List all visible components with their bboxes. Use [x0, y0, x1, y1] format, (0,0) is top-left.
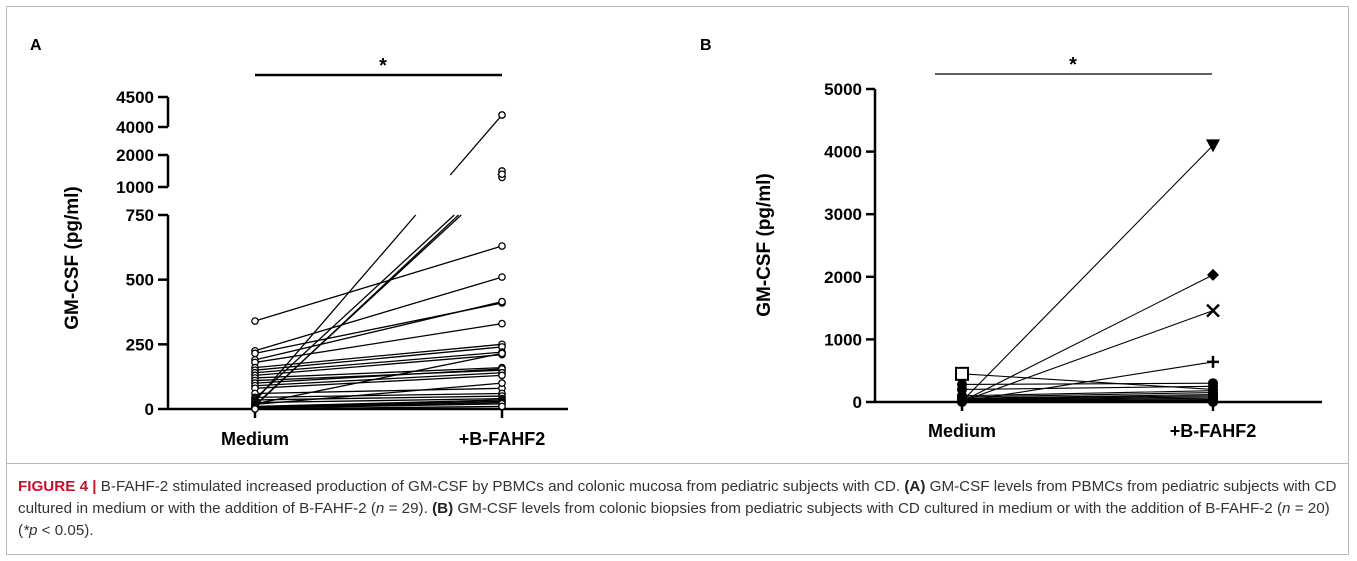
- panel-b-point-fahf2: [1206, 303, 1220, 318]
- panel-a-xtick-medium: Medium: [221, 429, 289, 449]
- panel-a-point-fahf2: [498, 111, 506, 119]
- panel-b-significance-star: *: [1069, 54, 1077, 76]
- panel-a-pair-line: [254, 276, 503, 352]
- caption-line3: GM-CSF levels from colonic biopsies from…: [457, 500, 1283, 517]
- panel-a-pair-line: [254, 214, 455, 400]
- panel-b-ytick-label: 0: [853, 393, 862, 412]
- panel-b-pair-line: [961, 382, 1214, 386]
- panel-a-ylabel: GM-CSF (pg/ml): [62, 186, 83, 330]
- panel-b-pair-line: [961, 274, 1214, 402]
- caption-n-a-symbol: n: [375, 500, 385, 517]
- panel-a-pair-line: [254, 387, 503, 395]
- panel-a-point-medium: [251, 405, 259, 413]
- panel-a-point-medium: [251, 349, 259, 358]
- panel-a-ytick-label: 0: [145, 400, 154, 419]
- caption-p-symbol: *p: [23, 522, 38, 539]
- panel-a-point-fahf2: [498, 297, 506, 306]
- panel-a-pair-line: [254, 214, 417, 402]
- panel-a-point-fahf2: [498, 170, 506, 179]
- panel-a-ytick-label: 750: [126, 206, 154, 225]
- panel-a-ytick-label: 1000: [116, 178, 154, 197]
- panel-b-xtick-medium: Medium: [928, 421, 996, 441]
- panel-a-significance-star: *: [379, 55, 387, 77]
- caption-p-rest: < 0.05).: [37, 522, 94, 539]
- panel-a-pair-line: [254, 398, 503, 404]
- panel-a-xtick-fahf2: +B-FAHF2: [459, 429, 546, 449]
- panel-b-ytick-label: 3000: [824, 205, 862, 224]
- panel-b-ytick-label: 1000: [824, 330, 862, 349]
- panel-b-point-medium: [955, 366, 969, 381]
- panel-b-pair-line: [961, 395, 1214, 400]
- panel-b-ytick-label: 2000: [824, 268, 862, 287]
- panel-b-ylabel: GM-CSF (pg/ml): [754, 173, 775, 317]
- panel-a-pair-line: [254, 366, 503, 379]
- panel-b-point-fahf2: [1207, 355, 1219, 368]
- panel-b-pair-line: [961, 397, 1214, 401]
- panel-b-pair-line: [961, 396, 1214, 401]
- panel-a-pair-line: [254, 214, 459, 407]
- panel-b-point-fahf2: [1208, 397, 1218, 407]
- caption-n-a: = 29).: [384, 500, 433, 517]
- panel-a-ytick-label: 4500: [116, 88, 154, 107]
- panel-a-pair-line: [254, 322, 503, 364]
- panel-a-pair-line: [254, 245, 503, 322]
- caption-line1: B-FAHF-2 stimulated increased production…: [100, 478, 901, 495]
- panel-a-ytick-label: 2000: [116, 146, 154, 165]
- panel-a-pair-line: [254, 351, 503, 374]
- panel-a-point-fahf2: [498, 319, 506, 328]
- panel-a-letter: A: [30, 37, 42, 54]
- panel-a-pair-line: [254, 352, 503, 405]
- figure-caption: FIGURE 4 | B-FAHF-2 stimulated increased…: [18, 476, 1338, 542]
- panel-a-pair-line: [254, 403, 503, 409]
- panel-b-pair-line: [961, 393, 1214, 399]
- caption-label: FIGURE 4 |: [18, 478, 97, 495]
- panel-a-pair-line: [254, 392, 503, 399]
- panel-a-pair-line: [254, 400, 503, 408]
- panel-a-pair-line: [254, 395, 503, 401]
- panel-a-pair-line: [449, 114, 503, 176]
- panel-a-chart: 0 250 500 750 1000 2000 4000 4500: [116, 88, 568, 419]
- panel-a-pair-line: [254, 405, 503, 410]
- panel-b-xtick-fahf2: +B-FAHF2: [1170, 421, 1257, 441]
- panel-b-letter: B: [700, 37, 712, 54]
- panel-a-ytick-label: 250: [126, 335, 154, 354]
- panel-a-pair-line: [254, 368, 503, 384]
- panel-a-point-medium: [251, 317, 259, 325]
- caption-divider: [6, 463, 1349, 464]
- panel-a-point-fahf2: [498, 379, 506, 387]
- panel-a-ytick-label: 4000: [116, 118, 154, 137]
- panel-a-point-fahf2: [498, 371, 506, 380]
- panel-b-pair-line: [961, 144, 1214, 402]
- caption-n-b-symbol: n: [1282, 500, 1291, 517]
- panel-b-pair-line: [961, 392, 1214, 398]
- panel-b-pair-line: [961, 385, 1214, 391]
- panel-b-point-medium: [957, 397, 967, 407]
- panel-a-ytick-label: 500: [126, 271, 154, 290]
- panel-a-pair-line: [254, 343, 503, 369]
- panel-b-pair-line: [961, 390, 1214, 397]
- panel-a-point-fahf2: [498, 242, 506, 250]
- panel-a-point-fahf2: [498, 273, 506, 281]
- panel-b-ytick-label: 4000: [824, 143, 862, 162]
- panel-b-point-fahf2: [1206, 139, 1220, 153]
- panel-a-pair-line: [254, 354, 503, 377]
- panel-a-pair-line: [254, 382, 503, 405]
- panel-b-pair-line: [961, 310, 1214, 402]
- caption-n-b: = 20) (: [18, 500, 1330, 539]
- panel-b-point-fahf2: [1207, 268, 1219, 281]
- caption-ref-b: (B): [432, 500, 454, 517]
- panel-a-pair-line: [254, 374, 503, 389]
- caption-ref-a: (A): [904, 478, 926, 495]
- figure-svg: A B GM-CSF (pg/ml) GM-CSF (pg/ml) Medium…: [30, 37, 1322, 449]
- panel-b-chart: 0 1000 2000 3000 4000 5000: [824, 80, 1322, 412]
- panel-a-pair-line: [254, 301, 503, 361]
- panel-b-ytick-label: 5000: [824, 80, 862, 99]
- caption-line2: GM-CSF levels from PBMCs from pediatric …: [18, 478, 1337, 517]
- panel-a-point-fahf2: [498, 349, 506, 358]
- panel-a-point-fahf2: [498, 402, 506, 411]
